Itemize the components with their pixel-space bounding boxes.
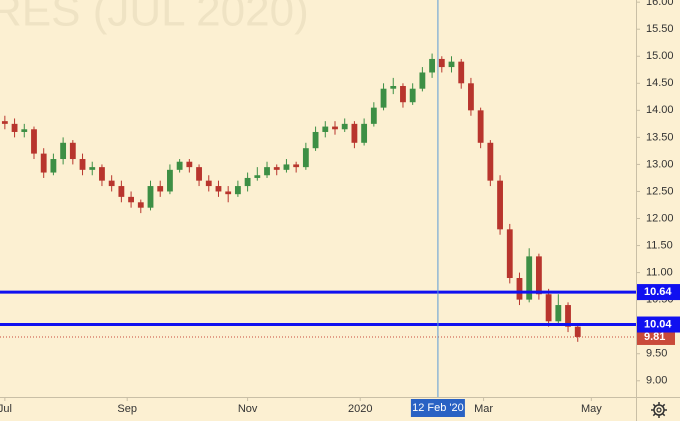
- horizontal-line-tag: [637, 316, 680, 333]
- candle-body: [254, 175, 261, 178]
- settings-icon[interactable]: [651, 402, 667, 418]
- candle-body: [118, 186, 125, 197]
- x-tick-label: Jul: [0, 403, 12, 415]
- candle-body: [487, 142, 494, 181]
- candle-body: [89, 167, 96, 170]
- candle-body: [176, 161, 183, 170]
- y-tick-label: 11.00: [646, 267, 673, 279]
- y-tick-label: 13.00: [646, 158, 674, 170]
- candle-body: [273, 167, 280, 170]
- candle-body: [157, 186, 164, 192]
- candle-body: [60, 142, 67, 160]
- candle-body: [137, 202, 144, 208]
- candle-body: [468, 83, 474, 111]
- candle-body: [458, 61, 465, 84]
- candle-body: [516, 278, 523, 300]
- y-tick-label: 14.50: [646, 77, 674, 89]
- candle-body: [506, 229, 513, 279]
- horizontal-line-label: 10.04: [644, 318, 672, 330]
- y-tick-label: 16.00: [646, 0, 674, 8]
- candle-body: [400, 85, 406, 103]
- candle-body: [419, 72, 426, 89]
- candle-body: [99, 167, 105, 181]
- candle-body: [128, 196, 134, 203]
- y-tick-label: 14.00: [646, 104, 674, 116]
- candle-body: [283, 164, 290, 170]
- candle-body: [186, 161, 193, 168]
- x-tick-label: Nov: [238, 403, 258, 415]
- candle-body: [31, 129, 37, 154]
- candle-body: [545, 294, 552, 322]
- candle-body: [390, 85, 397, 89]
- candle-body: [215, 186, 222, 192]
- x-tick-label: May: [581, 403, 602, 415]
- horizontal-line-label: 10.64: [644, 286, 672, 298]
- y-tick-label: 13.50: [646, 131, 674, 143]
- candle-body: [108, 180, 115, 187]
- candle-body: [409, 88, 416, 103]
- candle-body: [21, 129, 28, 132]
- candle-body: [361, 123, 368, 143]
- last-price-label: 9.81: [644, 331, 665, 343]
- candle-body: [477, 110, 484, 143]
- x-tick-label: Mar: [474, 403, 493, 415]
- candle-body: [205, 180, 212, 187]
- crosshair-label: 12 Feb '20: [412, 402, 464, 414]
- candle-body: [380, 88, 387, 108]
- candle-body: [429, 58, 436, 73]
- candle-body: [497, 180, 503, 230]
- watermark: RES (JUL 2020): [0, 0, 309, 36]
- y-tick-label: 11.50: [646, 239, 673, 251]
- y-tick-label: 9.50: [646, 348, 667, 360]
- horizontal-line-tag: [637, 284, 680, 301]
- candle-body: [40, 153, 47, 173]
- candle-body: [302, 148, 309, 168]
- candle-body: [526, 256, 533, 300]
- candle-body: [196, 167, 202, 181]
- x-tick-label: 2020: [348, 403, 372, 415]
- candle-body: [351, 123, 358, 143]
- y-tick-label: 12.50: [646, 185, 674, 197]
- candle-body: [69, 142, 76, 160]
- candle-body: [234, 186, 241, 195]
- candle-body: [147, 186, 154, 208]
- candle-body: [322, 126, 329, 132]
- y-tick-label: 15.00: [646, 50, 674, 62]
- candle-body: [1, 121, 8, 124]
- crosshair-tag: [410, 399, 465, 417]
- x-tick-label: Sep: [117, 403, 137, 415]
- candle-body: [341, 123, 348, 130]
- candle-body: [167, 169, 173, 192]
- candle-body: [79, 159, 86, 170]
- candle-body: [332, 126, 338, 130]
- candle-body: [535, 256, 542, 295]
- candle-body: [225, 191, 232, 195]
- candle-body: [370, 107, 377, 124]
- candle-body: [264, 167, 270, 176]
- y-tick-label: 12.00: [646, 212, 674, 224]
- y-tick-label: 15.50: [646, 23, 674, 35]
- candle-body: [11, 123, 18, 132]
- candle-body: [438, 58, 445, 68]
- y-tick-label: 9.00: [646, 375, 667, 387]
- candle-body: [565, 305, 571, 327]
- candle-body: [244, 177, 251, 187]
- candle-body: [448, 61, 455, 68]
- last-price-tag: [637, 328, 675, 345]
- candle-body: [555, 305, 562, 322]
- candle-body: [293, 164, 300, 168]
- candle-body: [312, 131, 319, 149]
- candle-body: [50, 159, 57, 173]
- candle-body: [574, 326, 581, 337]
